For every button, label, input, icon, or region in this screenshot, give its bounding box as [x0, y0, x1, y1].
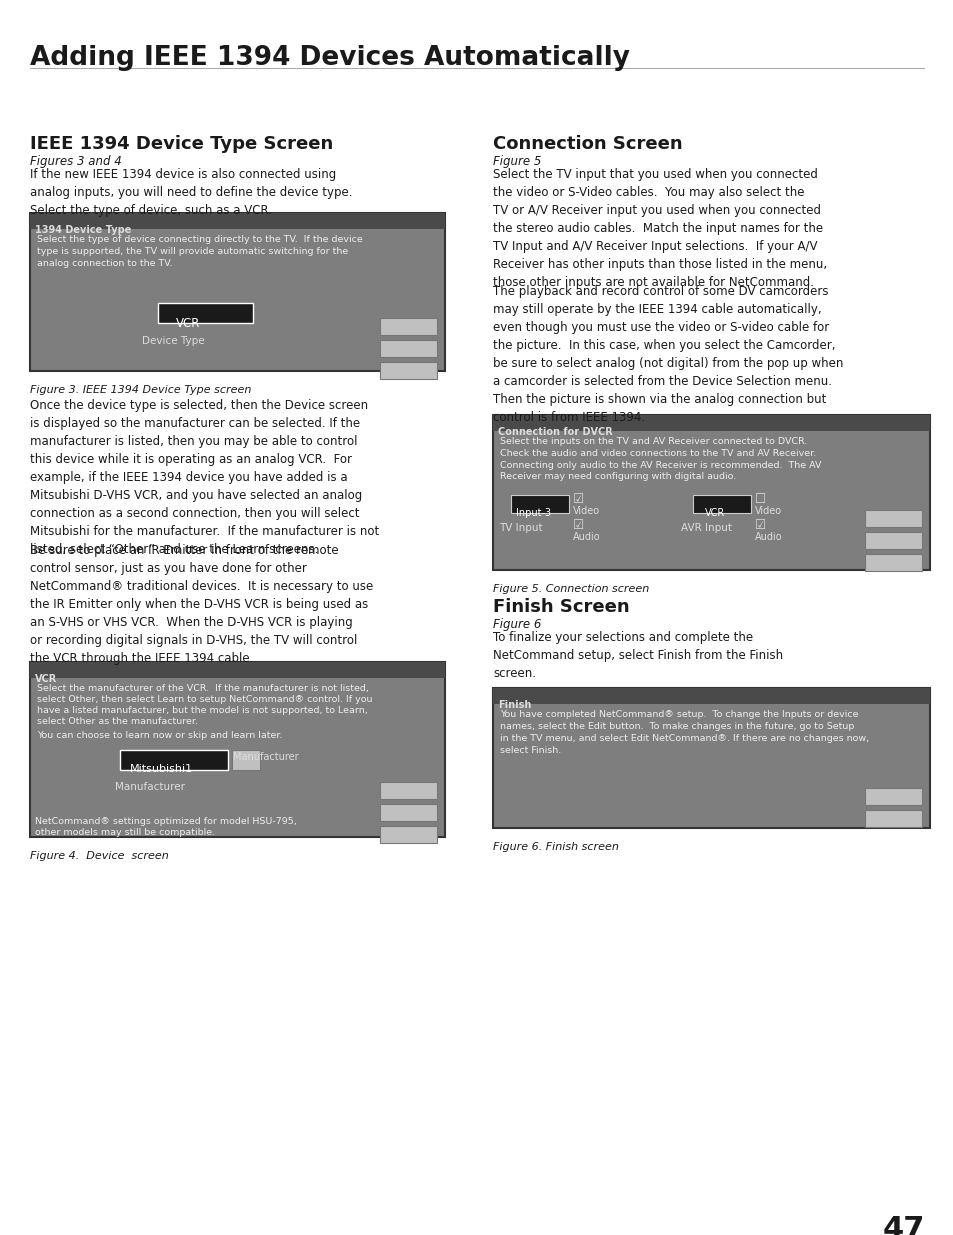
Text: Finish: Finish — [497, 700, 531, 710]
Text: AVR Input: AVR Input — [680, 522, 732, 534]
Text: Manufacturer: Manufacturer — [233, 752, 298, 762]
Text: Adding IEEE 1394 Devices Automatically: Adding IEEE 1394 Devices Automatically — [30, 44, 629, 70]
Bar — [864, 788, 921, 805]
Bar — [120, 750, 228, 769]
Text: Figure 3. IEEE 1394 Device Type screen: Figure 3. IEEE 1394 Device Type screen — [30, 385, 251, 395]
Text: Connection Screen: Connection Screen — [493, 135, 682, 153]
Text: Select the inputs on the TV and AV Receiver connected to DVCR.
Check the audio a: Select the inputs on the TV and AV Recei… — [499, 437, 821, 482]
Text: Figure 4.  Device  screen: Figure 4. Device screen — [30, 851, 169, 861]
Bar — [493, 688, 929, 827]
Text: Next >: Next > — [876, 540, 909, 550]
Bar — [379, 340, 436, 357]
Text: Audio: Audio — [754, 532, 781, 542]
Bar — [30, 212, 444, 370]
Text: VCR: VCR — [35, 674, 57, 684]
Text: ☑: ☑ — [573, 519, 583, 532]
Bar — [493, 415, 929, 571]
Bar — [493, 688, 929, 704]
Bar — [864, 810, 921, 827]
Text: Connection for DVCR: Connection for DVCR — [497, 427, 612, 437]
Bar — [30, 662, 444, 678]
Bar — [379, 782, 436, 799]
Text: IEEE 1394 Device Type Screen: IEEE 1394 Device Type Screen — [30, 135, 333, 153]
Text: Figure 5. Connection screen: Figure 5. Connection screen — [493, 584, 649, 594]
Text: Select the manufacturer of the VCR.  If the manufacturer is not listed,: Select the manufacturer of the VCR. If t… — [37, 684, 369, 693]
Text: To finalize your selections and complete the
NetCommand setup, select Finish fro: To finalize your selections and complete… — [493, 631, 782, 680]
Text: Cancel: Cancel — [392, 834, 425, 844]
Text: ☐: ☐ — [754, 493, 765, 506]
Text: Cancel: Cancel — [876, 562, 909, 572]
Text: select Other as the manufacturer.: select Other as the manufacturer. — [37, 718, 198, 726]
Text: Input-3: Input-3 — [516, 508, 551, 517]
Text: Figure 6: Figure 6 — [493, 618, 540, 631]
Text: Figure 5: Figure 5 — [493, 156, 540, 168]
Text: Finish: Finish — [879, 818, 906, 827]
Bar — [379, 804, 436, 821]
Bar — [493, 415, 929, 431]
Bar — [379, 826, 436, 844]
Text: Video: Video — [754, 506, 781, 516]
Bar — [379, 317, 436, 335]
Text: You can choose to learn now or skip and learn later.: You can choose to learn now or skip and … — [37, 731, 282, 740]
Text: Select the type of device connecting directly to the TV.  If the device
type is : Select the type of device connecting dir… — [37, 235, 362, 268]
Bar — [692, 495, 750, 513]
Text: Select the TV input that you used when you connected
the video or S-Video cables: Select the TV input that you used when y… — [493, 168, 826, 289]
Text: Figure 6. Finish screen: Figure 6. Finish screen — [493, 842, 618, 852]
Text: < Back: < Back — [391, 789, 426, 799]
Bar — [30, 212, 444, 228]
Bar — [232, 750, 260, 769]
Text: 1394 Device Type: 1394 Device Type — [35, 225, 132, 235]
Bar — [511, 495, 568, 513]
Text: Edit: Edit — [883, 795, 902, 805]
Text: Manufacturer: Manufacturer — [115, 782, 185, 792]
Bar — [864, 532, 921, 550]
Text: Video: Video — [573, 506, 599, 516]
Text: Once the device type is selected, then the Device screen
is displayed so the man: Once the device type is selected, then t… — [30, 399, 379, 556]
Text: Audio: Audio — [573, 532, 600, 542]
Bar — [158, 303, 253, 324]
Text: have a listed manufacturer, but the model is not supported, to Learn,: have a listed manufacturer, but the mode… — [37, 706, 367, 715]
Text: VCR: VCR — [704, 508, 724, 517]
Text: Next >: Next > — [391, 811, 425, 821]
Text: Figures 3 and 4: Figures 3 and 4 — [30, 156, 122, 168]
Text: You have completed NetCommand® setup.  To change the Inputs or device
names, sel: You have completed NetCommand® setup. To… — [499, 710, 868, 756]
Text: select Other, then select Learn to setup NetCommand® control. If you: select Other, then select Learn to setup… — [37, 695, 372, 704]
Text: Next >: Next > — [391, 347, 425, 357]
Text: Cancel: Cancel — [392, 369, 425, 379]
Text: TV Input: TV Input — [498, 522, 542, 534]
Text: ☑: ☑ — [754, 519, 765, 532]
Text: Device Type: Device Type — [142, 336, 204, 346]
Text: ☑: ☑ — [573, 493, 583, 506]
Bar — [864, 555, 921, 571]
Text: NetCommand® settings optimized for model HSU-795,
other models may still be comp: NetCommand® settings optimized for model… — [35, 818, 296, 837]
Text: 47: 47 — [882, 1215, 924, 1235]
Text: Be sure to place an IR Emitter in front of the remote
control sensor, just as yo: Be sure to place an IR Emitter in front … — [30, 543, 373, 664]
Bar — [864, 510, 921, 527]
Text: < Back: < Back — [875, 517, 910, 527]
Bar — [379, 362, 436, 379]
Bar — [30, 662, 444, 837]
Text: Finish Screen: Finish Screen — [493, 598, 629, 616]
Text: VCR: VCR — [175, 317, 200, 330]
Text: If the new IEEE 1394 device is also connected using
analog inputs, you will need: If the new IEEE 1394 device is also conn… — [30, 168, 352, 217]
Text: Mitsubishi1: Mitsubishi1 — [130, 764, 193, 774]
Text: The playback and record control of some DV camcorders
may still operate by the I: The playback and record control of some … — [493, 285, 842, 424]
Text: < Back: < Back — [391, 326, 426, 336]
